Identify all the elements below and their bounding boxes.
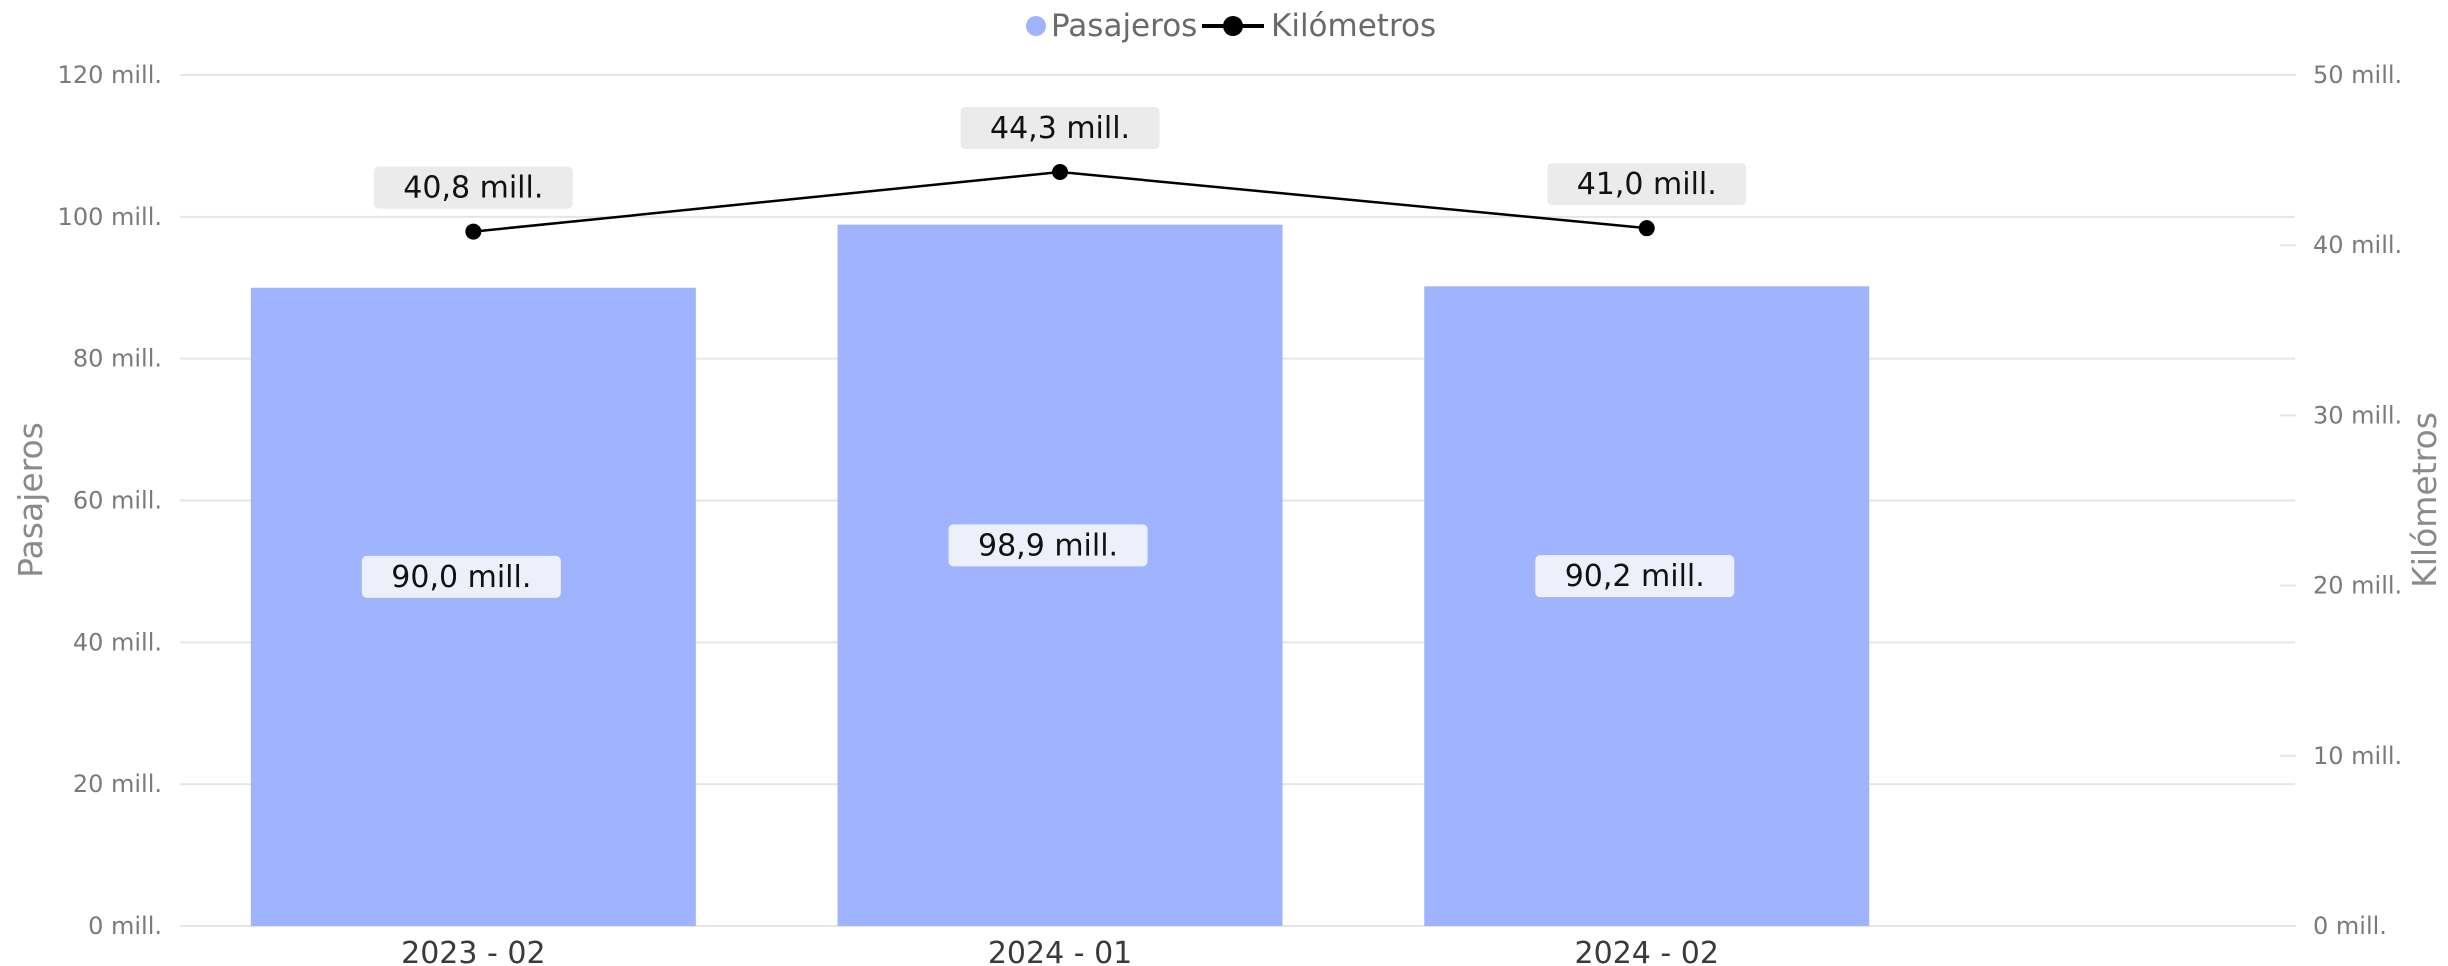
line-label-bg — [373, 166, 573, 209]
right-tick-label: 30 mill. — [2313, 401, 2402, 429]
x-category-label: 2023 - 02 — [401, 936, 545, 966]
right-tick-label: 40 mill. — [2313, 231, 2402, 259]
left-tick-label: 120 mill. — [58, 61, 162, 89]
x-category-label: 2024 - 02 — [1575, 936, 1719, 966]
point-kilometros — [1052, 164, 1069, 181]
right-axis-title: Kilómetros — [2405, 412, 2444, 588]
right-tick-label: 20 mill. — [2313, 572, 2402, 600]
left-tick-label: 0 mill. — [88, 912, 162, 940]
right-tick-label: 50 mill. — [2313, 61, 2402, 89]
bar-label-bg — [1535, 555, 1735, 598]
bar-pasajeros — [250, 287, 696, 926]
right-tick-label: 0 mill. — [2313, 912, 2387, 940]
point-kilometros — [1638, 220, 1655, 237]
legend-kilometros-label: Kilómetros — [1271, 8, 1436, 44]
left-tick-label: 80 mill. — [73, 345, 162, 373]
bar-data-label: 98,9 mill. — [978, 528, 1118, 563]
bar-pasajeros — [1424, 286, 1870, 926]
line-data-label: 41,0 mill. — [1577, 167, 1717, 202]
legend-kilometros-marker — [1223, 16, 1243, 36]
left-axis-title: Pasajeros — [11, 422, 50, 578]
point-kilometros — [465, 223, 482, 240]
right-tick-label: 10 mill. — [2313, 742, 2402, 770]
line-kilometros — [473, 170, 1647, 233]
line-label-bg — [960, 107, 1160, 150]
line-data-label: 40,8 mill. — [403, 171, 543, 206]
left-tick-label: 60 mill. — [73, 487, 162, 515]
bar-label-bg — [948, 524, 1148, 567]
bar-label-bg — [361, 555, 561, 598]
left-tick-label: 100 mill. — [58, 203, 162, 231]
line-data-label: 44,3 mill. — [990, 111, 1130, 146]
left-tick-label: 20 mill. — [73, 770, 162, 798]
bar-data-label: 90,0 mill. — [391, 560, 531, 595]
legend-pasajeros-label: Pasajeros — [1051, 8, 1197, 44]
line-label-bg — [1547, 163, 1747, 206]
x-category-label: 2024 - 01 — [988, 936, 1132, 966]
legend-pasajeros-swatch — [1026, 16, 1046, 36]
bar-pasajeros — [837, 224, 1283, 927]
bar-data-label: 90,2 mill. — [1565, 559, 1705, 594]
left-tick-label: 40 mill. — [73, 628, 162, 656]
